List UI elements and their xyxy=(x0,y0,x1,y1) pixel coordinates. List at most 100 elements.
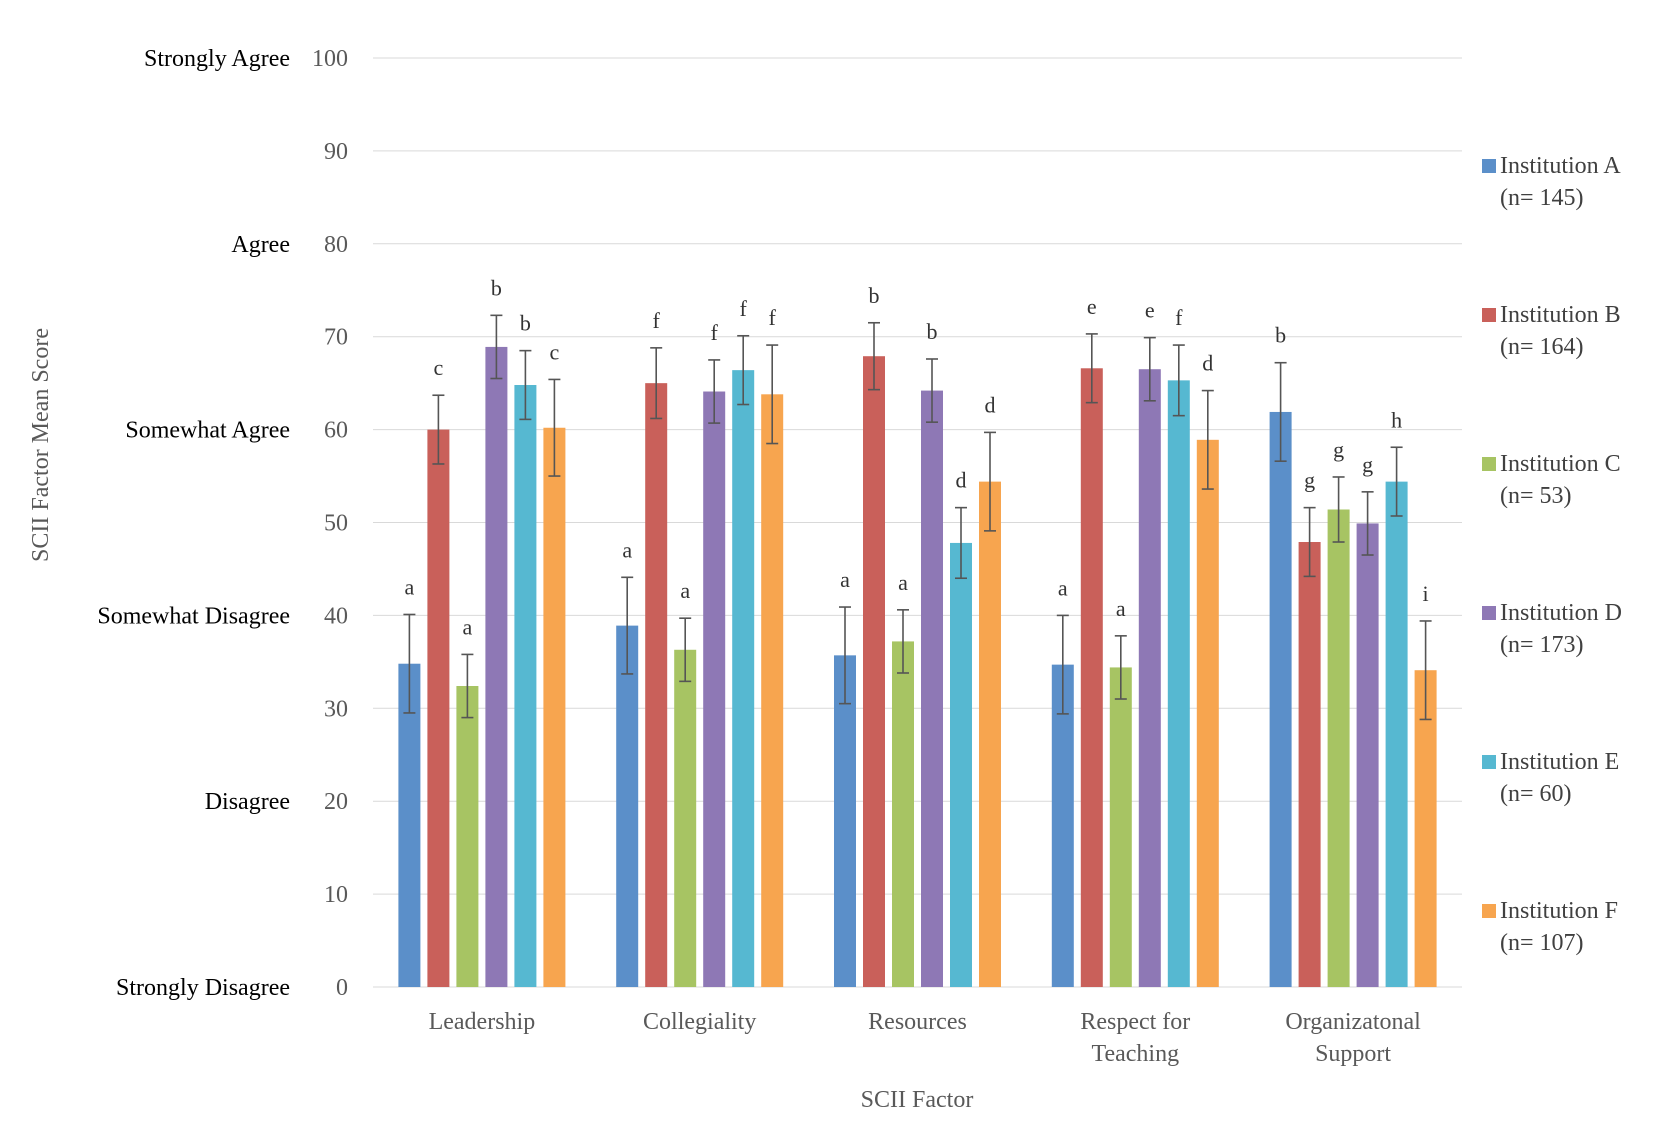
legend-sample-size: (n= 60) xyxy=(1500,781,1572,807)
significance-letter: a xyxy=(898,570,908,595)
y-tick-label-30: 30 xyxy=(324,696,348,722)
bar xyxy=(645,383,668,987)
significance-letter: a xyxy=(405,574,415,599)
bar xyxy=(543,427,566,987)
significance-letter: g xyxy=(1362,452,1373,477)
bar xyxy=(514,385,537,987)
bar xyxy=(834,655,856,987)
y-tick-labels: 0 10 20 30 40 50 60 70 80 90 100 xyxy=(312,46,348,1001)
bar xyxy=(921,390,943,987)
significance-letter: a xyxy=(1116,596,1126,621)
bar xyxy=(1269,411,1292,988)
x-category-label: Collegiality xyxy=(643,1009,756,1035)
x-category-labels: Leadership Collegiality Resources Respect f… xyxy=(429,1009,1422,1067)
bar xyxy=(1051,664,1074,987)
bar xyxy=(1385,481,1408,987)
y-tick-label-100: 100 xyxy=(312,46,348,72)
likert-label-strongly-disagree: Strongly Disagree xyxy=(116,975,290,1001)
y-tick-label-10: 10 xyxy=(324,882,348,908)
significance-letter: f xyxy=(740,296,748,321)
significance-letter: d xyxy=(985,392,996,417)
significance-letter: f xyxy=(653,308,661,333)
x-axis-title: SCII Factor xyxy=(861,1087,974,1113)
significance-letter: f xyxy=(1175,305,1183,330)
bar xyxy=(1080,368,1103,987)
bar xyxy=(1109,667,1132,987)
significance-letter: a xyxy=(463,614,473,639)
x-category-label: Organizatonal xyxy=(1285,1009,1421,1035)
significance-letter: b xyxy=(1275,323,1286,348)
significance-letter: g xyxy=(1304,468,1315,493)
legend-label: Institution D xyxy=(1500,600,1622,626)
legend-swatch xyxy=(1482,606,1496,620)
significance-letter: d xyxy=(956,468,967,493)
x-category-label: Teaching xyxy=(1091,1041,1179,1067)
significance-letter: d xyxy=(1202,351,1213,376)
legend-swatch xyxy=(1482,159,1496,173)
bar xyxy=(1414,670,1437,987)
bar xyxy=(616,625,639,987)
bar xyxy=(892,641,914,987)
y-tick-label-20: 20 xyxy=(324,789,348,815)
significance-letter: h xyxy=(1391,407,1402,432)
legend-label: Institution F xyxy=(1500,898,1618,924)
bar xyxy=(398,663,421,987)
significance-letter: f xyxy=(769,305,777,330)
bar xyxy=(456,686,479,987)
bar xyxy=(1167,380,1190,987)
legend-label: Institution A xyxy=(1500,153,1621,179)
x-category-label: Resources xyxy=(868,1009,967,1035)
legend-label: Institution B xyxy=(1500,302,1621,328)
legend-swatch xyxy=(1482,904,1496,918)
significance-letter: b xyxy=(520,311,531,336)
bar xyxy=(1327,509,1350,987)
likert-scale-labels: Strongly Agree Agree Somewhat Agree Somewha… xyxy=(97,46,290,1001)
significance-letter: g xyxy=(1333,437,1344,462)
bars xyxy=(398,346,1437,988)
significance-letter: a xyxy=(840,567,850,592)
bar xyxy=(863,356,885,988)
significance-letter: e xyxy=(1145,298,1155,323)
significance-letter: a xyxy=(622,537,632,562)
bar xyxy=(703,391,726,987)
legend-swatch xyxy=(1482,457,1496,471)
legend-sample-size: (n= 53) xyxy=(1500,483,1572,509)
error-bars xyxy=(403,314,1432,721)
likert-label-somewhat-disagree: Somewhat Disagree xyxy=(97,603,290,629)
significance-letter: e xyxy=(1087,294,1097,319)
bar xyxy=(732,370,755,987)
significance-letter: a xyxy=(680,578,690,603)
x-category-label: Support xyxy=(1315,1041,1391,1067)
significance-letter: i xyxy=(1423,581,1429,606)
y-tick-label-70: 70 xyxy=(324,325,348,351)
bar xyxy=(485,346,508,987)
legend-sample-size: (n= 145) xyxy=(1500,185,1584,211)
legend-label: Institution C xyxy=(1500,451,1621,477)
y-tick-label-40: 40 xyxy=(324,603,348,629)
bar xyxy=(427,429,450,988)
significance-letter: f xyxy=(711,320,719,345)
y-tick-label-60: 60 xyxy=(324,418,348,444)
y-axis-title: SCII Factor Mean Score xyxy=(28,328,54,562)
bar xyxy=(950,542,972,987)
bar xyxy=(1138,369,1161,988)
y-tick-label-50: 50 xyxy=(324,511,348,537)
likert-label-strongly-agree: Strongly Agree xyxy=(144,46,290,72)
significance-letter: b xyxy=(927,319,938,344)
legend-label: Institution E xyxy=(1500,749,1619,775)
legend-swatch xyxy=(1482,755,1496,769)
likert-label-agree: Agree xyxy=(231,232,290,258)
legend: Institution A (n= 145) Institution B (n= 16… xyxy=(1482,153,1622,956)
likert-label-somewhat-agree: Somewhat Agree xyxy=(125,418,290,444)
y-tick-label-0: 0 xyxy=(336,975,348,1001)
likert-label-disagree: Disagree xyxy=(205,789,290,815)
legend-sample-size: (n= 107) xyxy=(1500,930,1584,956)
bar xyxy=(979,481,1001,987)
bar xyxy=(1298,542,1321,987)
bar xyxy=(1196,439,1219,988)
significance-letter: b xyxy=(491,275,502,300)
legend-sample-size: (n= 164) xyxy=(1500,334,1584,360)
